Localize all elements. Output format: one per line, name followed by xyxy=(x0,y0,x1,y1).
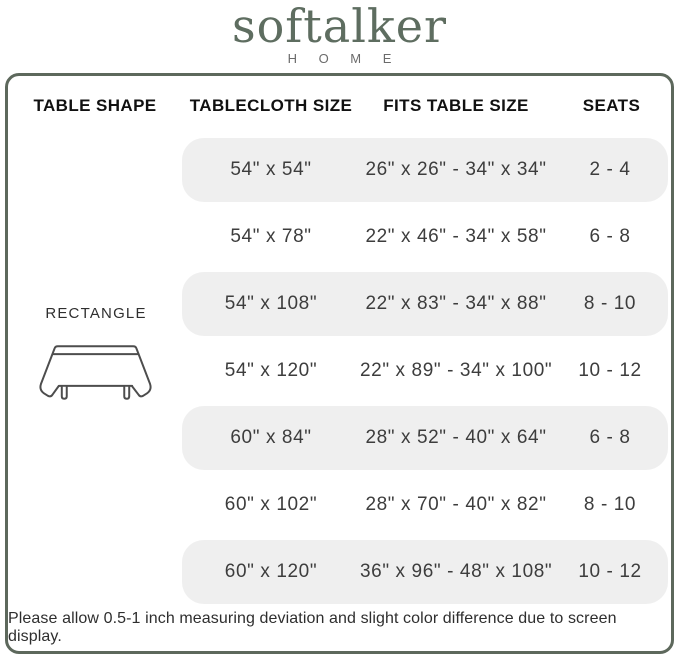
cell-seats: 2 - 4 xyxy=(589,159,631,181)
brand-tagline: H O M E xyxy=(287,51,401,66)
brand-logo: softalker H O M E xyxy=(0,2,679,66)
row-band: 54" x 78" 22" x 46" - 34" x 58" 6 - 8 xyxy=(182,205,668,269)
column-header-table-shape: TABLE SHAPE xyxy=(33,96,157,116)
column-header-fits-table-size: FITS TABLE SIZE xyxy=(383,96,529,116)
cell-tablecloth-size: 54" x 54" xyxy=(230,159,312,181)
cell-seats: 6 - 8 xyxy=(589,226,631,248)
size-chart-frame: TABLE SHAPE TABLECLOTH SIZE FITS TABLE S… xyxy=(5,73,674,654)
brand-name: softalker xyxy=(231,0,448,53)
table-shape-label: RECTANGLE xyxy=(45,304,147,322)
row-band: 60" x 84" 28" x 52" - 40" x 64" 6 - 8 xyxy=(182,406,668,471)
table-row: 54" x 78" 22" x 46" - 34" x 58" 6 - 8 xyxy=(8,204,671,271)
table-row: 54" x 108" 22" x 83" - 34" x 88" 8 - 10 xyxy=(8,271,671,338)
row-band: 54" x 108" 22" x 83" - 34" x 88" 8 - 10 xyxy=(182,272,668,337)
cell-fits-table-size: 22" x 89" - 34" x 100" xyxy=(360,360,553,382)
cell-fits-table-size: 28" x 70" - 40" x 82" xyxy=(365,494,547,516)
column-header-seats: SEATS xyxy=(582,96,641,116)
table-body: RECTANGLE 54" x 54" xyxy=(8,137,671,606)
cell-tablecloth-size: 60" x 120" xyxy=(224,561,318,583)
cell-tablecloth-size: 54" x 78" xyxy=(230,226,312,248)
cell-seats: 8 - 10 xyxy=(583,293,637,315)
footer-row: Please allow 0.5-1 inch measuring deviat… xyxy=(8,606,671,651)
cell-seats: 10 - 12 xyxy=(578,561,642,583)
cell-tablecloth-size: 54" x 108" xyxy=(224,293,318,315)
table-row: 54" x 120" 22" x 89" - 34" x 100" 10 - 1… xyxy=(8,338,671,405)
cell-tablecloth-size: 60" x 84" xyxy=(230,427,312,449)
rectangle-tablecloth-icon xyxy=(8,342,184,404)
cell-fits-table-size: 22" x 46" - 34" x 58" xyxy=(365,226,547,248)
column-header-tablecloth-size: TABLECLOTH SIZE xyxy=(189,96,353,116)
table-row: 60" x 84" 28" x 52" - 40" x 64" 6 - 8 xyxy=(8,405,671,472)
cell-fits-table-size: 36" x 96" - 48" x 108" xyxy=(360,561,553,583)
cell-fits-table-size: 22" x 83" - 34" x 88" xyxy=(365,293,547,315)
cell-seats: 6 - 8 xyxy=(589,427,631,449)
row-band: 60" x 120" 36" x 96" - 48" x 108" 10 - 1… xyxy=(182,540,668,605)
table-shape-block: RECTANGLE xyxy=(8,305,184,404)
row-band: 54" x 120" 22" x 89" - 34" x 100" 10 - 1… xyxy=(182,339,668,403)
cell-fits-table-size: 28" x 52" - 40" x 64" xyxy=(365,427,547,449)
measuring-disclaimer: Please allow 0.5-1 inch measuring deviat… xyxy=(8,610,617,646)
cell-seats: 8 - 10 xyxy=(583,494,637,516)
table-row: 60" x 120" 36" x 96" - 48" x 108" 10 - 1… xyxy=(8,539,671,606)
row-band: 60" x 102" 28" x 70" - 40" x 82" 8 - 10 xyxy=(182,473,668,537)
table-header-row: TABLE SHAPE TABLECLOTH SIZE FITS TABLE S… xyxy=(8,76,671,137)
table-row: 54" x 54" 26" x 26" - 34" x 34" 2 - 4 xyxy=(8,137,671,204)
cell-tablecloth-size: 54" x 120" xyxy=(224,360,318,382)
cell-tablecloth-size: 60" x 102" xyxy=(224,494,318,516)
cell-fits-table-size: 26" x 26" - 34" x 34" xyxy=(365,159,547,181)
cell-seats: 10 - 12 xyxy=(578,360,642,382)
table-row: 60" x 102" 28" x 70" - 40" x 82" 8 - 10 xyxy=(8,472,671,539)
row-band: 54" x 54" 26" x 26" - 34" x 34" 2 - 4 xyxy=(182,138,668,203)
